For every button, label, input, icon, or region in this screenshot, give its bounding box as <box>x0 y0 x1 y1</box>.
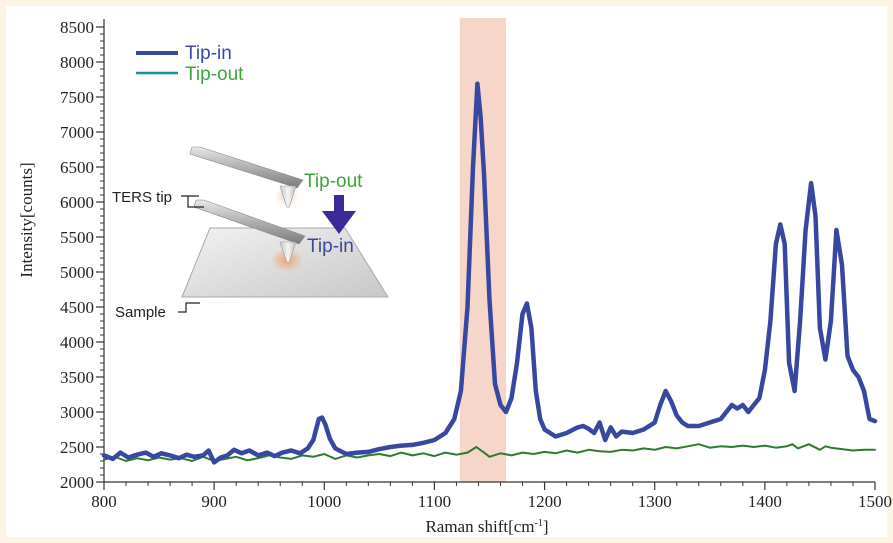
inset-label-ters-tip: TERS tip <box>112 189 172 206</box>
y-tick-label: 7000 <box>60 123 94 142</box>
cantilever-lower <box>193 199 306 245</box>
inset-label-tip-in: Tip-in <box>307 236 354 257</box>
series-layer <box>101 81 878 465</box>
x-tick-label: 1000 <box>307 492 341 511</box>
y-tick-label: 7500 <box>60 88 94 107</box>
figure-panel <box>6 6 887 537</box>
y-axis-title: Intensity[counts] <box>17 162 36 277</box>
x-tick-label: 1100 <box>418 492 451 511</box>
x-tick-label: 1200 <box>528 492 562 511</box>
y-tick-label: 4000 <box>60 333 94 352</box>
highlight-band <box>459 18 507 482</box>
y-tick-label: 6500 <box>60 158 94 177</box>
y-tick-label: 8000 <box>60 53 94 72</box>
x-tick-label: 800 <box>91 492 117 511</box>
tip-lower <box>279 241 297 263</box>
tip-upper <box>279 185 297 208</box>
inset-label-sample: Sample <box>115 304 166 321</box>
x-axis-title: Raman shift[cm-1] <box>425 517 548 536</box>
sample-bracket <box>178 302 200 313</box>
legend: Tip-in Tip-out <box>136 43 244 85</box>
inset-label-tip-out: Tip-out <box>304 171 363 192</box>
ters-inset-illustration: Tip-out Tip-in TERS tip Sample <box>112 146 389 321</box>
legend-label-tip-out: Tip-out <box>185 64 244 85</box>
y-tick-label: 2000 <box>60 473 94 492</box>
y-tick-label: 4500 <box>60 298 94 317</box>
y-tick-label: 3500 <box>60 368 94 387</box>
series-line-tip-in <box>101 81 878 465</box>
approach-arrow-icon <box>322 195 356 234</box>
y-tick-label: 8500 <box>60 18 94 37</box>
x-tick-label: 1400 <box>748 492 782 511</box>
legend-label-tip-in: Tip-in <box>185 43 232 64</box>
series-line-tip-out <box>103 443 876 462</box>
axes: 2000 2500 3000 3500 4000 4500 5000 5500 6000 6500… <box>60 18 892 511</box>
y-tick-label: 6000 <box>60 193 94 212</box>
x-tick-label: 1300 <box>638 492 672 511</box>
y-tick-label: 2500 <box>60 438 94 457</box>
cantilever-upper <box>189 146 304 189</box>
ters-tip-bracket <box>181 195 204 208</box>
x-tick-label: 1500 <box>858 492 892 511</box>
y-tick-label: 5500 <box>60 228 94 247</box>
highlight-band-layer <box>459 18 507 482</box>
y-tick-label: 3000 <box>60 403 94 422</box>
y-tick-label: 5000 <box>60 263 94 282</box>
x-tick-label: 900 <box>201 492 227 511</box>
